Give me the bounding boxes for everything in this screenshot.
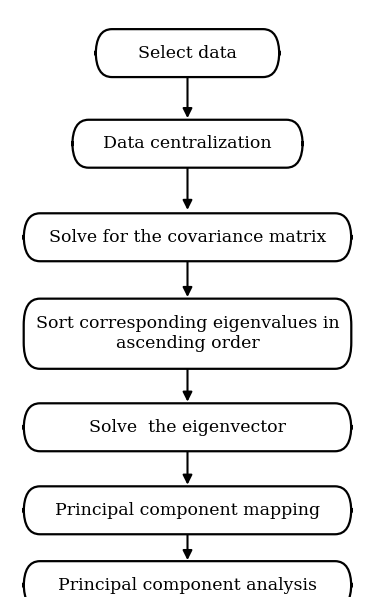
Text: Solve for the covariance matrix: Solve for the covariance matrix bbox=[49, 229, 326, 246]
FancyBboxPatch shape bbox=[72, 120, 303, 167]
Text: Principal component analysis: Principal component analysis bbox=[58, 577, 317, 594]
FancyBboxPatch shape bbox=[24, 298, 351, 369]
FancyBboxPatch shape bbox=[24, 561, 351, 609]
Text: Principal component mapping: Principal component mapping bbox=[55, 502, 320, 519]
Text: Sort corresponding eigenvalues in
ascending order: Sort corresponding eigenvalues in ascend… bbox=[36, 315, 339, 352]
FancyBboxPatch shape bbox=[24, 213, 351, 261]
Text: Solve  the eigenvector: Solve the eigenvector bbox=[89, 419, 286, 436]
FancyBboxPatch shape bbox=[24, 487, 351, 534]
Text: Select data: Select data bbox=[138, 44, 237, 62]
FancyBboxPatch shape bbox=[24, 403, 351, 451]
Text: Data centralization: Data centralization bbox=[103, 135, 272, 152]
FancyBboxPatch shape bbox=[96, 29, 279, 77]
